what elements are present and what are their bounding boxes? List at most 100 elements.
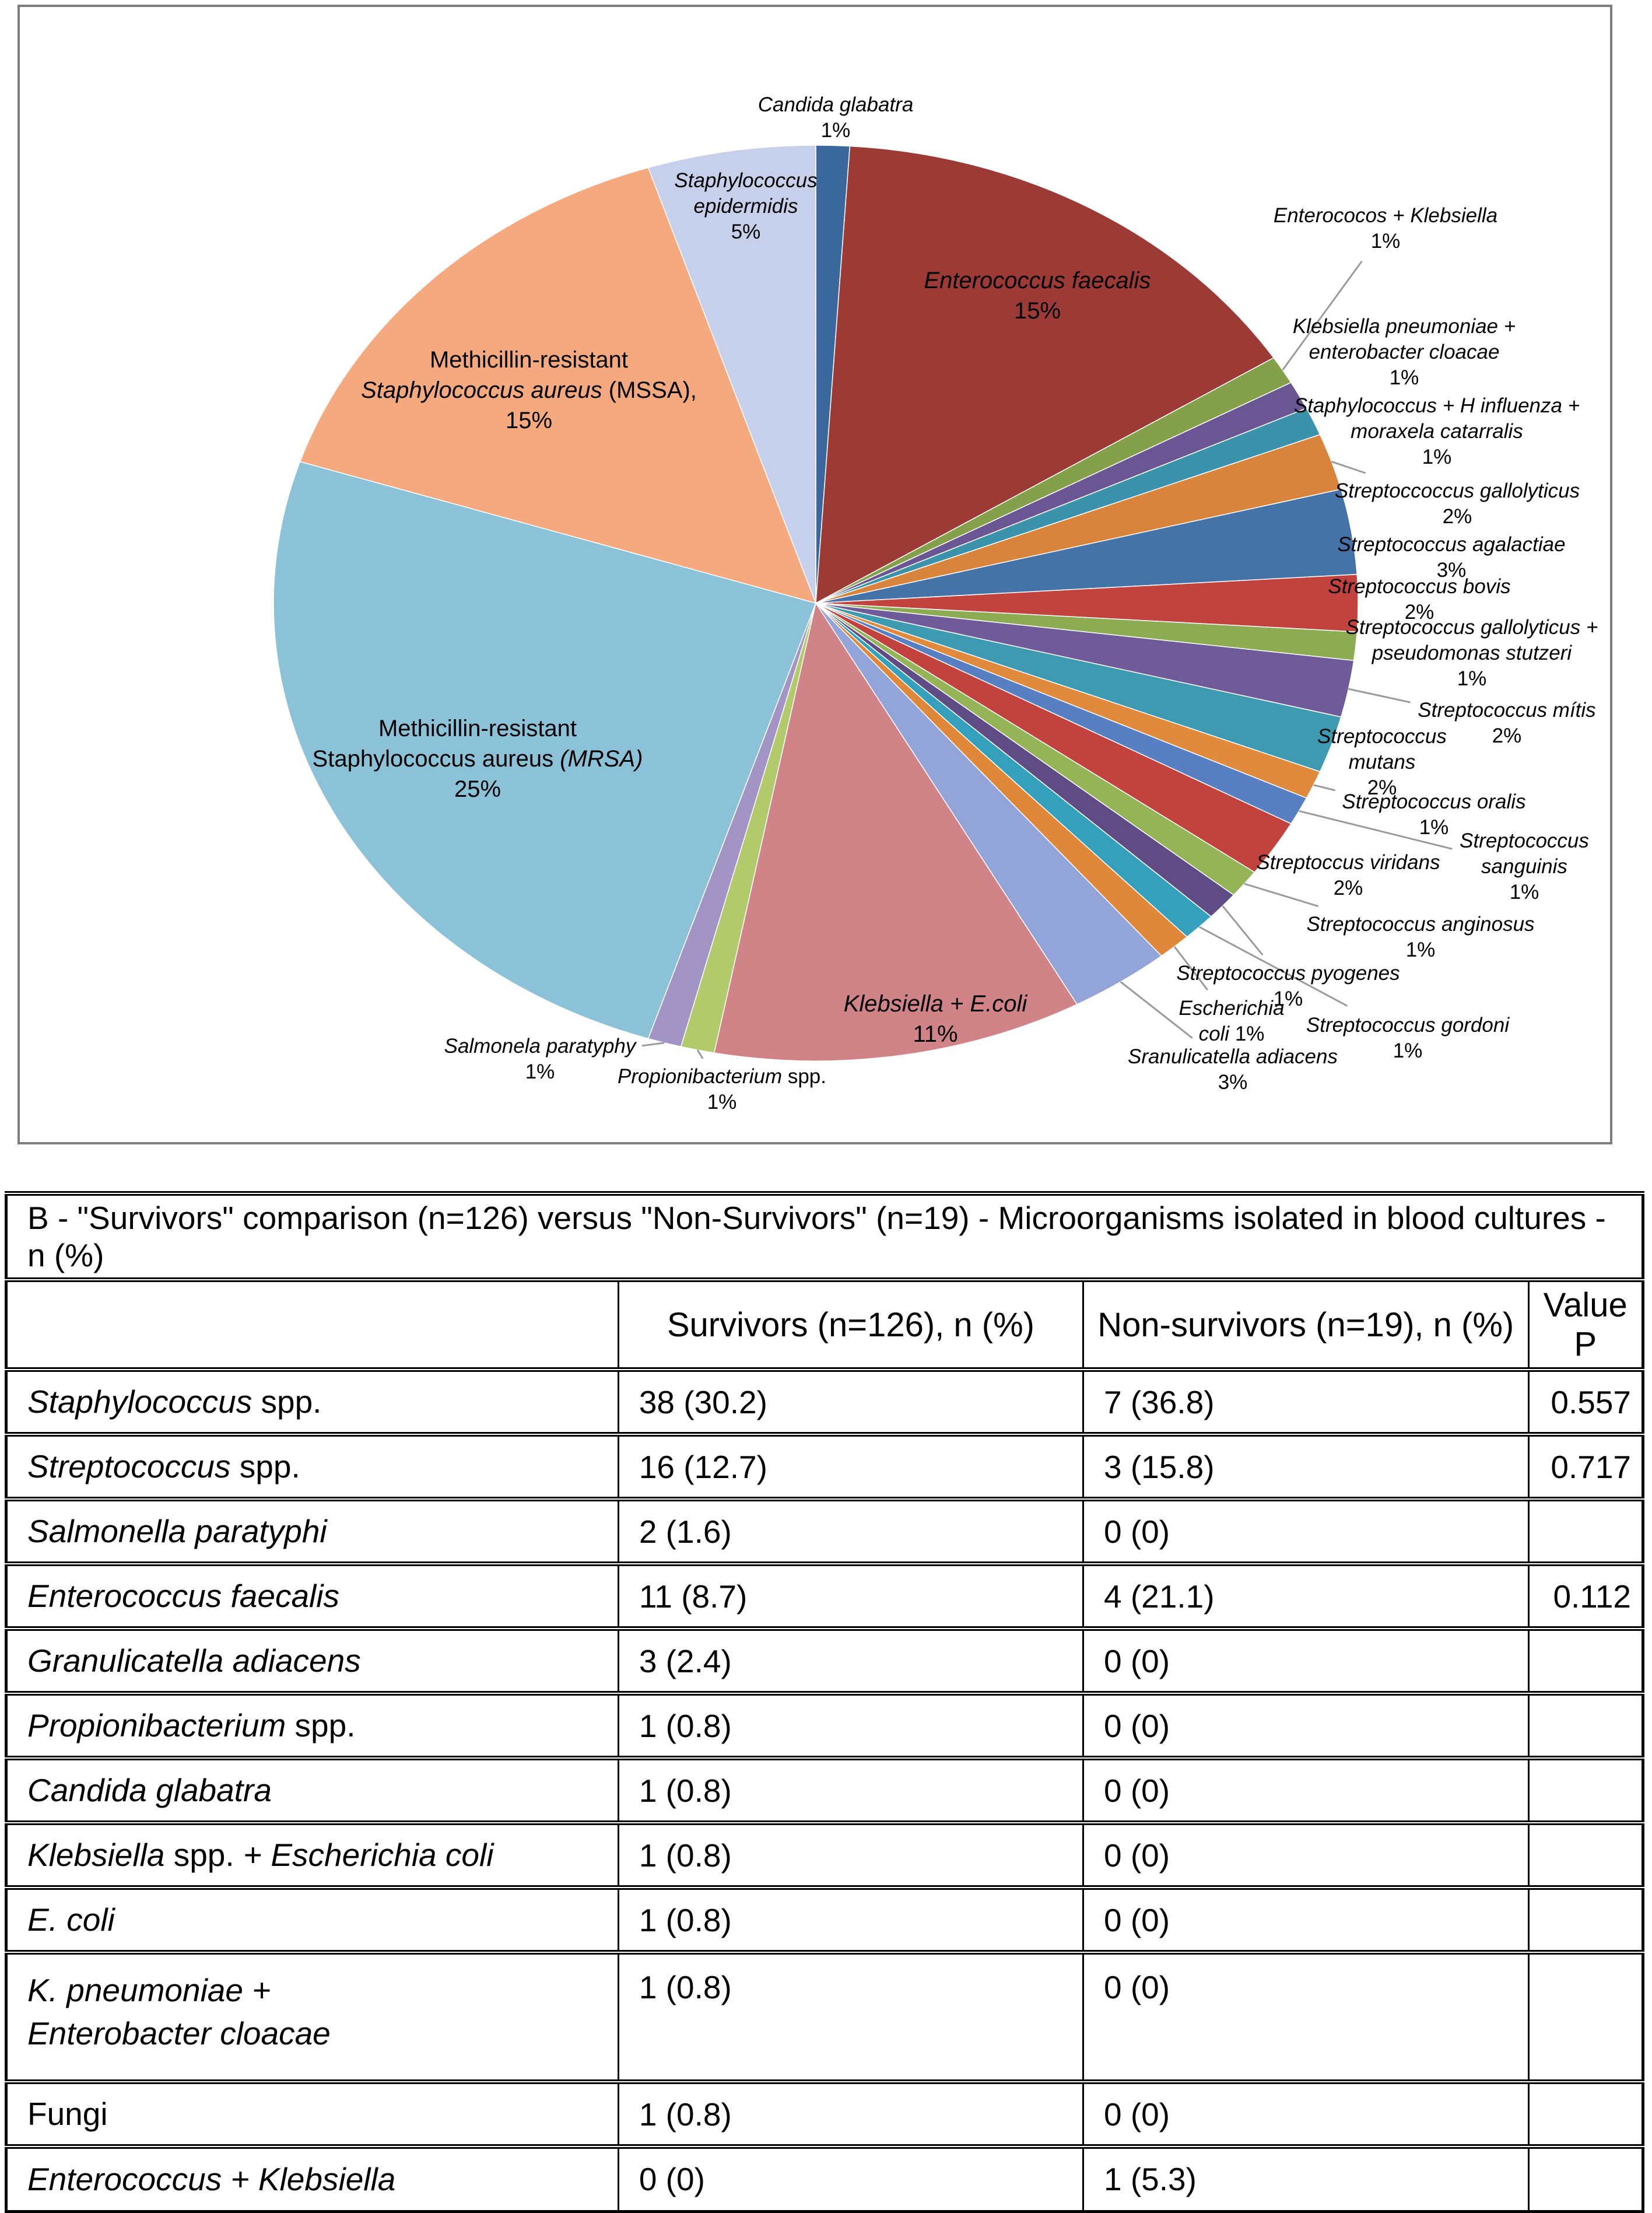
text-segment: Granulicatella adiacens: [27, 1643, 361, 1679]
text-segment: mutans: [1348, 750, 1416, 773]
organism-name-cell: K. pneumoniae + Enterobacter cloacae: [6, 1950, 619, 2082]
text-segment: Staphylococcus: [674, 169, 818, 192]
organism-name-line: Salmonella paratyphi: [27, 1510, 607, 1553]
table-title: B - "Survivors" comparison (n=126) versu…: [6, 1191, 1643, 1280]
table-row: Enterococcus faecalis 11 (8.7) 4 (21.1) 0.1…: [6, 1561, 1643, 1629]
nonsurvivors-cell: 0 (0): [1082, 2079, 1528, 2147]
text-segment: Sranulicatella adiacens: [1128, 1045, 1338, 1068]
pie-label: Sranulicatella adiacens 3%: [1128, 1044, 1338, 1095]
pie-label: Staphylococcus epidermidis 5%: [674, 168, 817, 245]
nonsurvivors-cell: 0 (0): [1082, 1497, 1528, 1564]
pie-label-line: Streptococcus: [1317, 724, 1447, 750]
survivors-cell: 2 (1.6): [617, 1497, 1083, 1564]
pie-slice-1: [815, 145, 1275, 604]
pie-label-line: 1%: [1176, 986, 1400, 1012]
pie-label-line: Streptococcus anginosus: [1306, 912, 1534, 937]
text-segment: Methicillin-resistant: [378, 716, 577, 741]
pie-label-line: Streptococcus gallolyticus +: [1346, 615, 1598, 640]
nonsurvivors-cell: 0 (0): [1082, 1820, 1528, 1888]
pie-slice-19: [713, 602, 1078, 1062]
pie-label-line: Enterococos + Klebsiella: [1274, 203, 1497, 229]
column-header-3: Value P: [1527, 1277, 1643, 1370]
table-row: Granulicatella adiacens 3 (2.4) 0 (0): [6, 1626, 1643, 1693]
table-row: Enterococcus + Klebsiella 0 (0) 1 (5.3): [6, 2144, 1643, 2211]
pie-label-line: Streptococcus oralis: [1342, 789, 1525, 815]
text-segment: (MSSA),: [602, 377, 697, 403]
text-segment: 1%: [1422, 446, 1452, 469]
text-segment: 1%: [1370, 230, 1401, 253]
leader-line-20: [696, 1049, 704, 1059]
text-segment: 1%: [525, 1060, 555, 1083]
organism-name-line: Candida glabatra: [27, 1769, 607, 1812]
organism-name-line: Klebsiella spp. + Escherichia coli: [27, 1833, 607, 1876]
pie-label: Streptococcus gordoni 1%: [1306, 1013, 1509, 1064]
pie-label-line: 1%: [1306, 937, 1534, 963]
pie-label: Streptococcus bovis 2%: [1328, 574, 1510, 625]
text-segment: Propionibacterium: [27, 1707, 286, 1744]
text-segment: 1%: [820, 119, 851, 142]
text-segment: Streptococcus: [1460, 829, 1589, 852]
text-segment: 5%: [731, 220, 761, 244]
pie-label: Staphylococcus + H influenza + moraxela c…: [1294, 393, 1580, 470]
pie-label-line: 15%: [361, 405, 697, 436]
p-value-cell: 0.112: [1527, 1561, 1643, 1629]
leader-line-16: [1198, 926, 1348, 1007]
pie-label-line: 25%: [313, 774, 643, 804]
pie-label: Streptococcus anginosus 1%: [1306, 912, 1534, 963]
pie-label-line: Propionibacterium spp.: [618, 1064, 826, 1090]
organism-name-cell: Propionibacterium spp.: [6, 1691, 619, 1758]
organism-name-cell: Streptococcus spp.: [6, 1432, 619, 1499]
pie-label-line: Streptococcus mítis: [1418, 698, 1595, 723]
organism-name-line: Granulicatella adiacens: [27, 1639, 607, 1682]
pie-label-line: pseudomonas stutzeri: [1346, 640, 1598, 666]
organism-name-cell: Fungi: [6, 2079, 619, 2147]
pie-label-line: sanguinis: [1460, 854, 1589, 880]
comparison-table: B - "Survivors" comparison (n=126) versu…: [5, 1191, 1644, 2213]
text-segment: moraxela catarralis: [1351, 419, 1523, 443]
organism-name-line: K. pneumoniae +: [27, 1969, 607, 2012]
leader-line-2: [1282, 260, 1363, 371]
pie-label-line: enterobacter cloacae: [1293, 339, 1516, 365]
text-segment: Klebsiella pneumoniae +: [1292, 314, 1516, 338]
text-segment: K. pneumoniae +: [27, 1972, 271, 2008]
text-segment: Streptococcus agalactiae: [1337, 533, 1566, 556]
pie-label: Methicillin-resistant Staphylococcus aure…: [361, 345, 697, 436]
pie-labels-layer: Candida glabatra 1% Enterococcus faecalis 1…: [20, 7, 1610, 1142]
organism-name-line: Streptococcus spp.: [27, 1445, 607, 1488]
text-segment: Enterococcus faecalis: [924, 268, 1151, 293]
text-segment: Streptococcus gallolyticus +: [1345, 615, 1598, 639]
organism-name-cell: E. coli: [6, 1885, 619, 1952]
p-value-cell: [1527, 1756, 1643, 1823]
text-segment: Enterococcus + Klebsiella: [27, 2161, 396, 2198]
organism-name-line: Enterococcus + Klebsiella: [27, 2158, 607, 2201]
leader-line-11: [1313, 784, 1336, 792]
text-segment: 1%: [707, 1091, 737, 1113]
pie-label-line: 1%: [1460, 880, 1589, 905]
survivors-cell: 1 (0.8): [617, 1885, 1083, 1952]
pie-label-line: 2%: [1256, 876, 1440, 901]
survivors-cell: 1 (0.8): [617, 1820, 1083, 1888]
table-row: Candida glabatra 1 (0.8) 0 (0): [6, 1756, 1643, 1823]
text-segment: Streptococcus pyogenes: [1176, 961, 1400, 985]
pie-label: Methicillin-resistant Staphylococcus aure…: [313, 713, 643, 804]
pie-svg: [273, 145, 1453, 1062]
text-segment: coli: [1198, 1023, 1230, 1045]
text-segment: 1%: [1273, 988, 1303, 1010]
text-segment: Staphylococcus: [27, 1384, 252, 1420]
pie-label-line: 1%: [1293, 365, 1516, 391]
text-segment: spp.: [286, 1707, 356, 1744]
survivors-cell: 38 (30.2): [617, 1367, 1083, 1434]
text-segment: Enterococcus faecalis: [27, 1578, 339, 1615]
pie-slice-24: [647, 145, 816, 604]
pie-label-line: Salmonela paratyphy: [444, 1034, 636, 1059]
pie-label-line: coli 1%: [1179, 1021, 1285, 1047]
p-value-cell: [1527, 2079, 1643, 2147]
text-segment: 1%: [1393, 1039, 1423, 1062]
text-segment: enterobacter cloacae: [1309, 340, 1500, 363]
text-segment: Salmonela paratyphy: [444, 1034, 636, 1058]
text-segment: spp.: [782, 1065, 826, 1088]
pie-label-line: 3%: [1128, 1070, 1338, 1095]
text-segment: 2%: [1333, 877, 1363, 899]
text-segment: Streptoccoccus gallolyticus: [1334, 479, 1580, 502]
p-value-cell: [1527, 1691, 1643, 1758]
